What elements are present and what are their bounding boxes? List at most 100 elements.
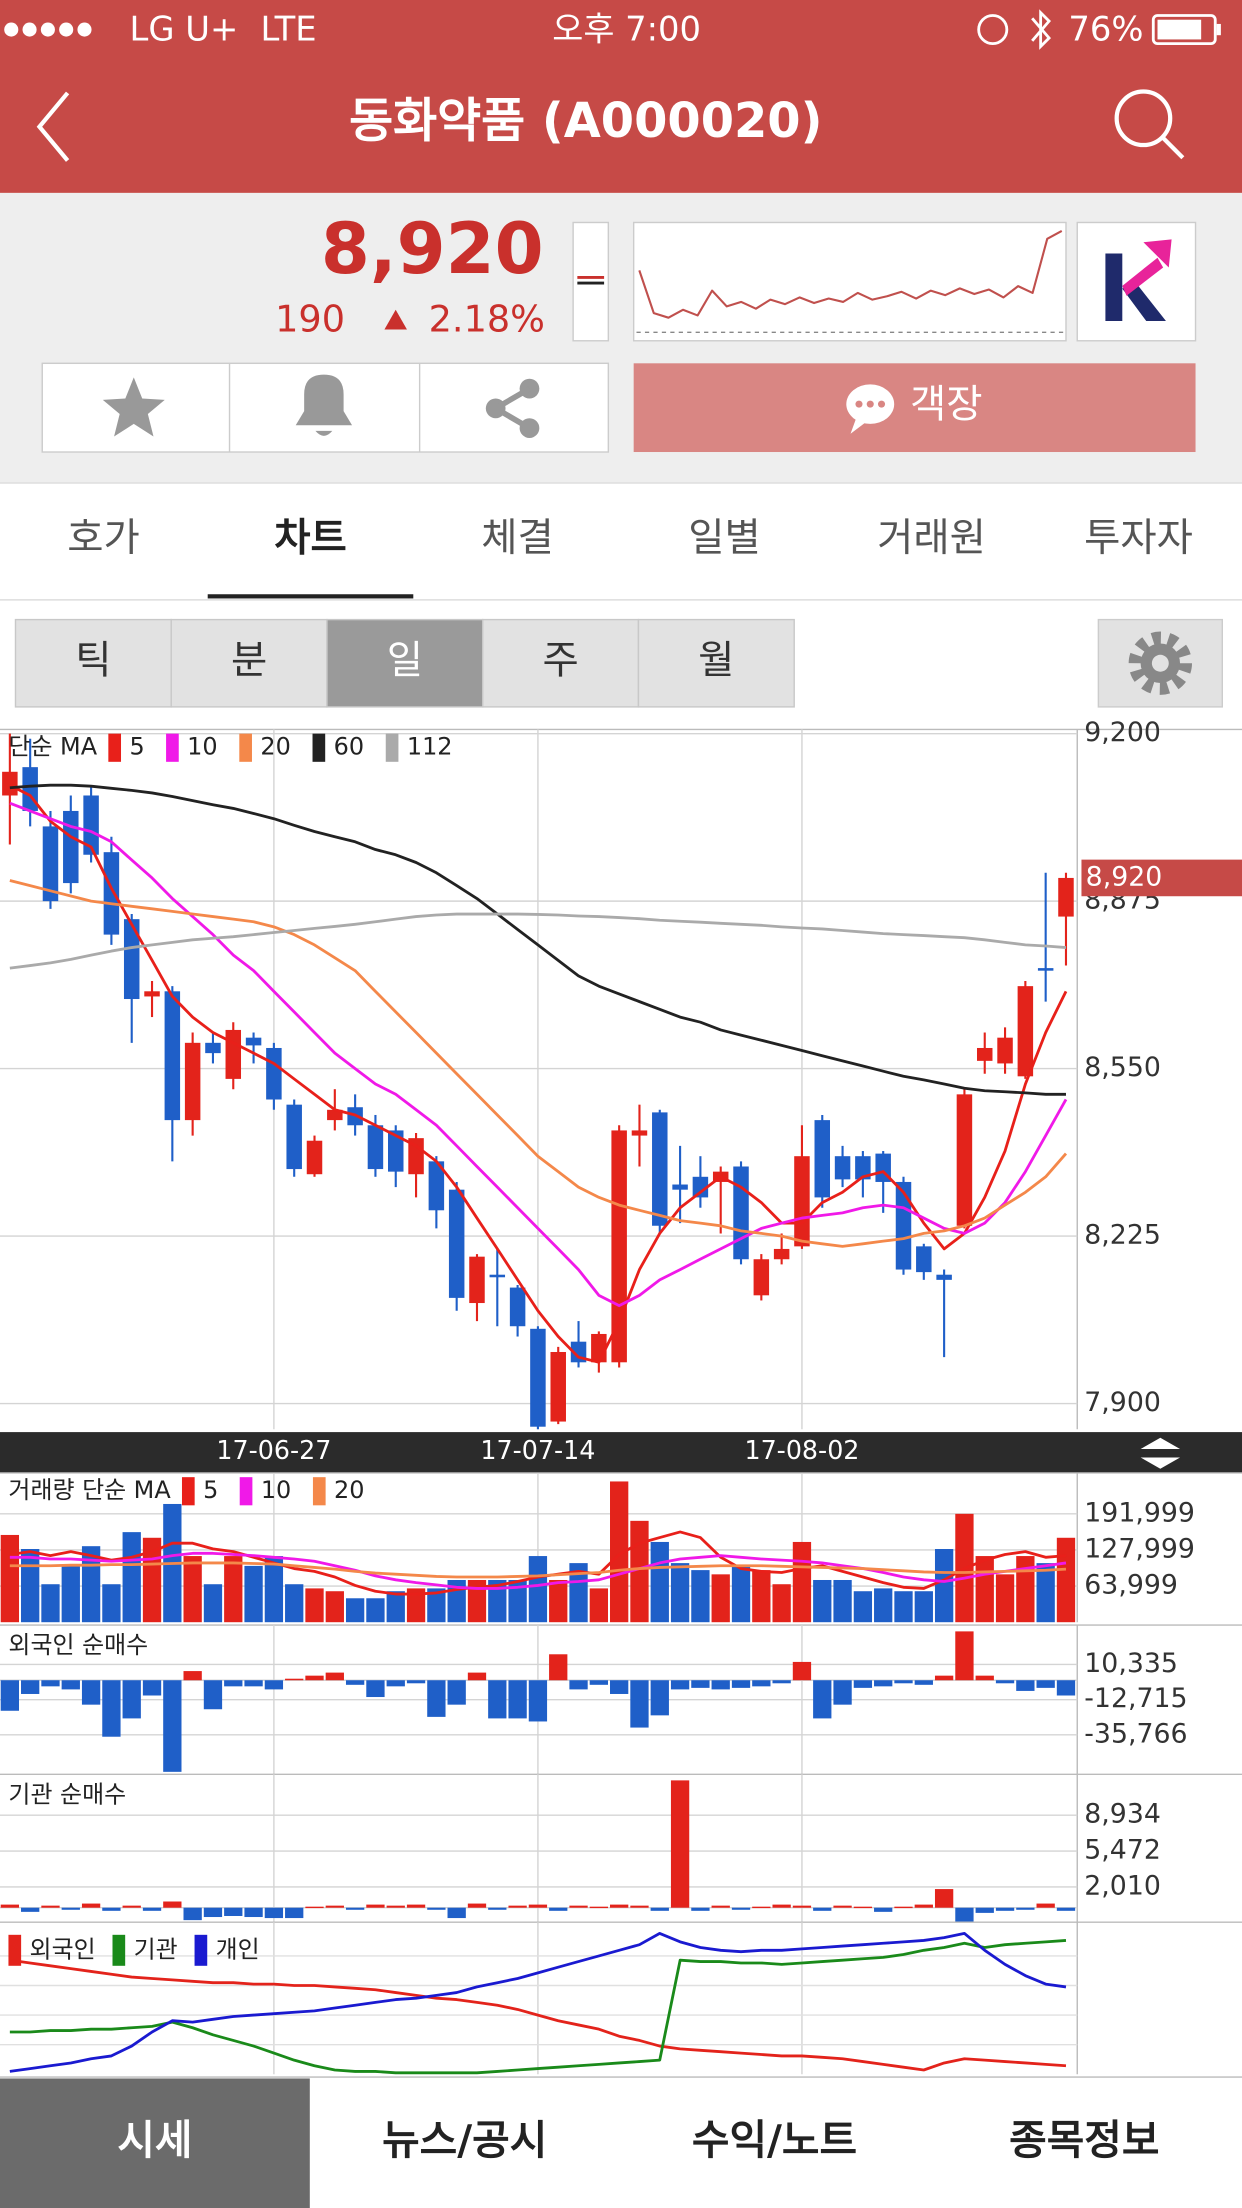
lock-icon <box>977 14 1009 46</box>
bar <box>325 1905 344 1908</box>
bar <box>752 1906 771 1909</box>
share-button[interactable] <box>485 378 540 438</box>
lounge-button[interactable] <box>633 363 1196 453</box>
up-arrow <box>384 309 407 330</box>
panel: 8,934 5,472 2,010 기관 순매수 <box>0 1773 1242 1924</box>
bar <box>833 1905 852 1908</box>
bar <box>874 1680 893 1687</box>
bar <box>183 1556 202 1623</box>
bar <box>427 1680 446 1717</box>
bar <box>81 1903 101 1908</box>
charts: 17-06-27 17-07-14 17-08-029,2008,8758,5508… <box>0 717 1242 2075</box>
carrier: LG U+ <box>130 9 239 48</box>
bar <box>203 1907 223 1918</box>
tab[interactable]: 호가 <box>67 515 140 561</box>
nav-item[interactable]: 종목정보 <box>1009 2116 1159 2164</box>
candle-body <box>611 1130 627 1363</box>
bar <box>589 1906 609 1909</box>
bar <box>427 1907 446 1910</box>
sparkline-line <box>638 230 1063 319</box>
bar <box>508 1905 527 1908</box>
bar <box>853 1906 873 1909</box>
bar <box>772 1584 791 1623</box>
bar <box>244 1907 263 1918</box>
bar <box>163 1901 182 1908</box>
bar <box>528 1680 548 1722</box>
tab[interactable]: 거래원 <box>877 515 986 561</box>
tab[interactable]: 투자자 <box>1084 515 1193 561</box>
period-button[interactable] <box>14 618 172 708</box>
bar <box>488 1907 507 1910</box>
back-button[interactable] <box>36 91 70 162</box>
price: 8,920 <box>321 208 544 290</box>
chat-icon-tail <box>850 418 868 434</box>
y-tick-label: 9,200 <box>1084 717 1161 748</box>
candle-body <box>205 1042 221 1054</box>
search-button[interactable] <box>1114 89 1185 160</box>
tab[interactable]: 체결 <box>481 515 554 561</box>
nav-item[interactable]: 시세 <box>117 2116 192 2164</box>
y-tick-label: 7,900 <box>1084 1387 1161 1418</box>
candle-body <box>794 1156 810 1247</box>
bar <box>874 1907 893 1912</box>
period-button[interactable] <box>482 618 640 708</box>
period-button[interactable] <box>170 618 328 708</box>
bar <box>386 1680 405 1687</box>
bar <box>305 1906 324 1909</box>
y-tick-label: -12,715 <box>1084 1683 1187 1714</box>
bar <box>224 1907 243 1916</box>
candle-body <box>591 1333 607 1363</box>
bar <box>670 1780 690 1908</box>
bar <box>41 1905 60 1908</box>
y-tick-label: 8,550 <box>1084 1052 1161 1083</box>
panel-title: 외국인 순매수 <box>8 1631 148 1659</box>
legend-label: 112 <box>407 733 453 761</box>
bar <box>792 1661 812 1681</box>
bar <box>0 1534 20 1623</box>
nav-item[interactable]: 뉴스/공시 <box>382 2116 547 2164</box>
tab[interactable]: 차트 <box>274 515 347 561</box>
candle-body <box>327 1109 343 1121</box>
header-bg <box>0 0 1242 193</box>
bar <box>792 1905 812 1908</box>
bar <box>549 1907 568 1911</box>
bar <box>711 1905 730 1908</box>
bar <box>1056 1537 1076 1623</box>
period-button[interactable] <box>637 618 795 708</box>
signal <box>4 22 92 37</box>
bar <box>345 1598 365 1623</box>
period-label: 월 <box>698 638 734 684</box>
bar <box>102 1907 121 1911</box>
candle-body <box>63 810 79 884</box>
legend-label: 10 <box>187 733 217 761</box>
period-label: 분 <box>231 638 267 684</box>
x-tick-label: 17-06-27 <box>216 1435 331 1465</box>
collapse-icon[interactable] <box>1140 1437 1181 1469</box>
bar <box>1036 1563 1055 1623</box>
bar <box>934 1889 954 1908</box>
bar <box>650 1541 669 1623</box>
alarm-button[interactable] <box>295 374 353 436</box>
panel: 외국인 기관 개인 <box>0 1921 1242 2075</box>
candle-body <box>976 1047 993 1061</box>
bar <box>142 1907 162 1911</box>
bar <box>61 1565 80 1623</box>
bar <box>406 1904 426 1908</box>
candle-body <box>530 1328 546 1427</box>
bar <box>955 1631 974 1681</box>
legend-label: 10 <box>261 1476 291 1504</box>
series-line <box>9 1958 1067 2072</box>
bar <box>21 1680 40 1694</box>
nav-item[interactable]: 수익/노트 <box>692 2116 857 2164</box>
tab[interactable]: 일별 <box>688 515 761 561</box>
period-label: 주 <box>542 638 578 684</box>
bar <box>731 1907 751 1910</box>
series-line <box>9 912 1067 970</box>
bar <box>406 1680 426 1684</box>
bar <box>813 1680 832 1719</box>
period-button[interactable] <box>326 618 484 708</box>
legend-title: 단순 MA <box>8 733 97 761</box>
favorite-button[interactable] <box>102 377 165 437</box>
